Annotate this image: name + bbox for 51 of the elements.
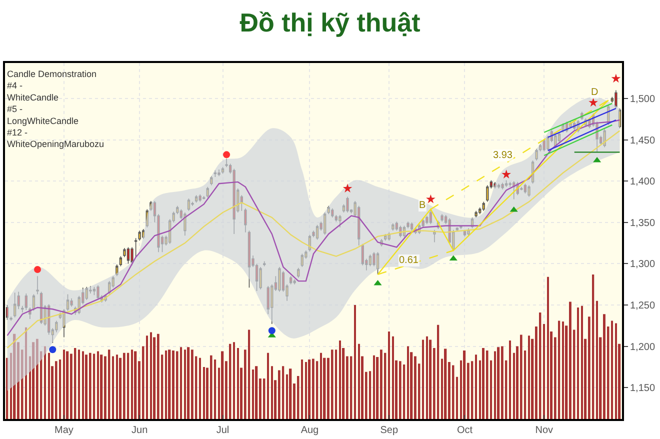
x-tick-label: Nov xyxy=(535,425,554,436)
y-tick-label: 1,500 xyxy=(630,94,656,106)
point xyxy=(426,194,436,204)
candlestick xyxy=(21,305,24,313)
candlestick xyxy=(618,108,622,129)
x-tick-label: Aug xyxy=(300,425,319,436)
point xyxy=(268,327,276,334)
y-tick-label: 1,300 xyxy=(630,259,656,270)
y-tick-label: 1,250 xyxy=(630,300,656,312)
point xyxy=(502,170,511,178)
annotation: 0.61 xyxy=(399,255,419,266)
annotation: 3.93 xyxy=(493,150,513,161)
y-tick-label: 1,200 xyxy=(630,342,656,353)
candlestick xyxy=(474,210,478,218)
point xyxy=(34,266,42,273)
candlestick xyxy=(263,260,266,267)
candlestick xyxy=(614,90,618,109)
candlestick xyxy=(134,238,138,258)
candlestick xyxy=(486,184,489,202)
candlestick xyxy=(146,208,148,228)
point xyxy=(593,156,602,162)
candlestick xyxy=(126,246,130,264)
candlestick xyxy=(494,182,496,189)
annotation: D xyxy=(591,87,598,98)
point xyxy=(449,255,458,261)
candlestick xyxy=(138,230,141,241)
candlestick xyxy=(142,228,145,240)
chart-title: Đồ thị kỹ thuật xyxy=(240,7,421,38)
candlestick xyxy=(36,276,39,295)
x-tick-label: Jul xyxy=(216,425,230,436)
point xyxy=(611,74,621,83)
y-tick-label: 1,350 xyxy=(630,218,656,229)
point xyxy=(588,98,598,107)
y-tick-label: 1,450 xyxy=(630,135,656,146)
point xyxy=(49,346,56,354)
y-tick-label: 1,400 xyxy=(630,176,656,188)
candlestick xyxy=(130,246,134,266)
x-tick-label: May xyxy=(54,425,74,436)
candlestick xyxy=(6,304,9,320)
annotation: Candle Demonstration #4 - WhiteCandle #5 - LongWhiteCandle #12 - WhiteOpeningMarubozu xyxy=(7,69,104,150)
point xyxy=(342,184,352,193)
point xyxy=(223,151,230,158)
annotation: B xyxy=(419,200,426,211)
candlestick xyxy=(214,170,217,178)
x-tick-label: Oct xyxy=(456,425,473,436)
candlestick xyxy=(482,201,485,212)
x-tick-label: Jun xyxy=(132,425,148,436)
candlestick xyxy=(119,256,122,267)
candlestick xyxy=(116,264,118,276)
y-tick-label: 1,150 xyxy=(630,383,656,394)
x-tick-label: Sep xyxy=(380,425,398,436)
